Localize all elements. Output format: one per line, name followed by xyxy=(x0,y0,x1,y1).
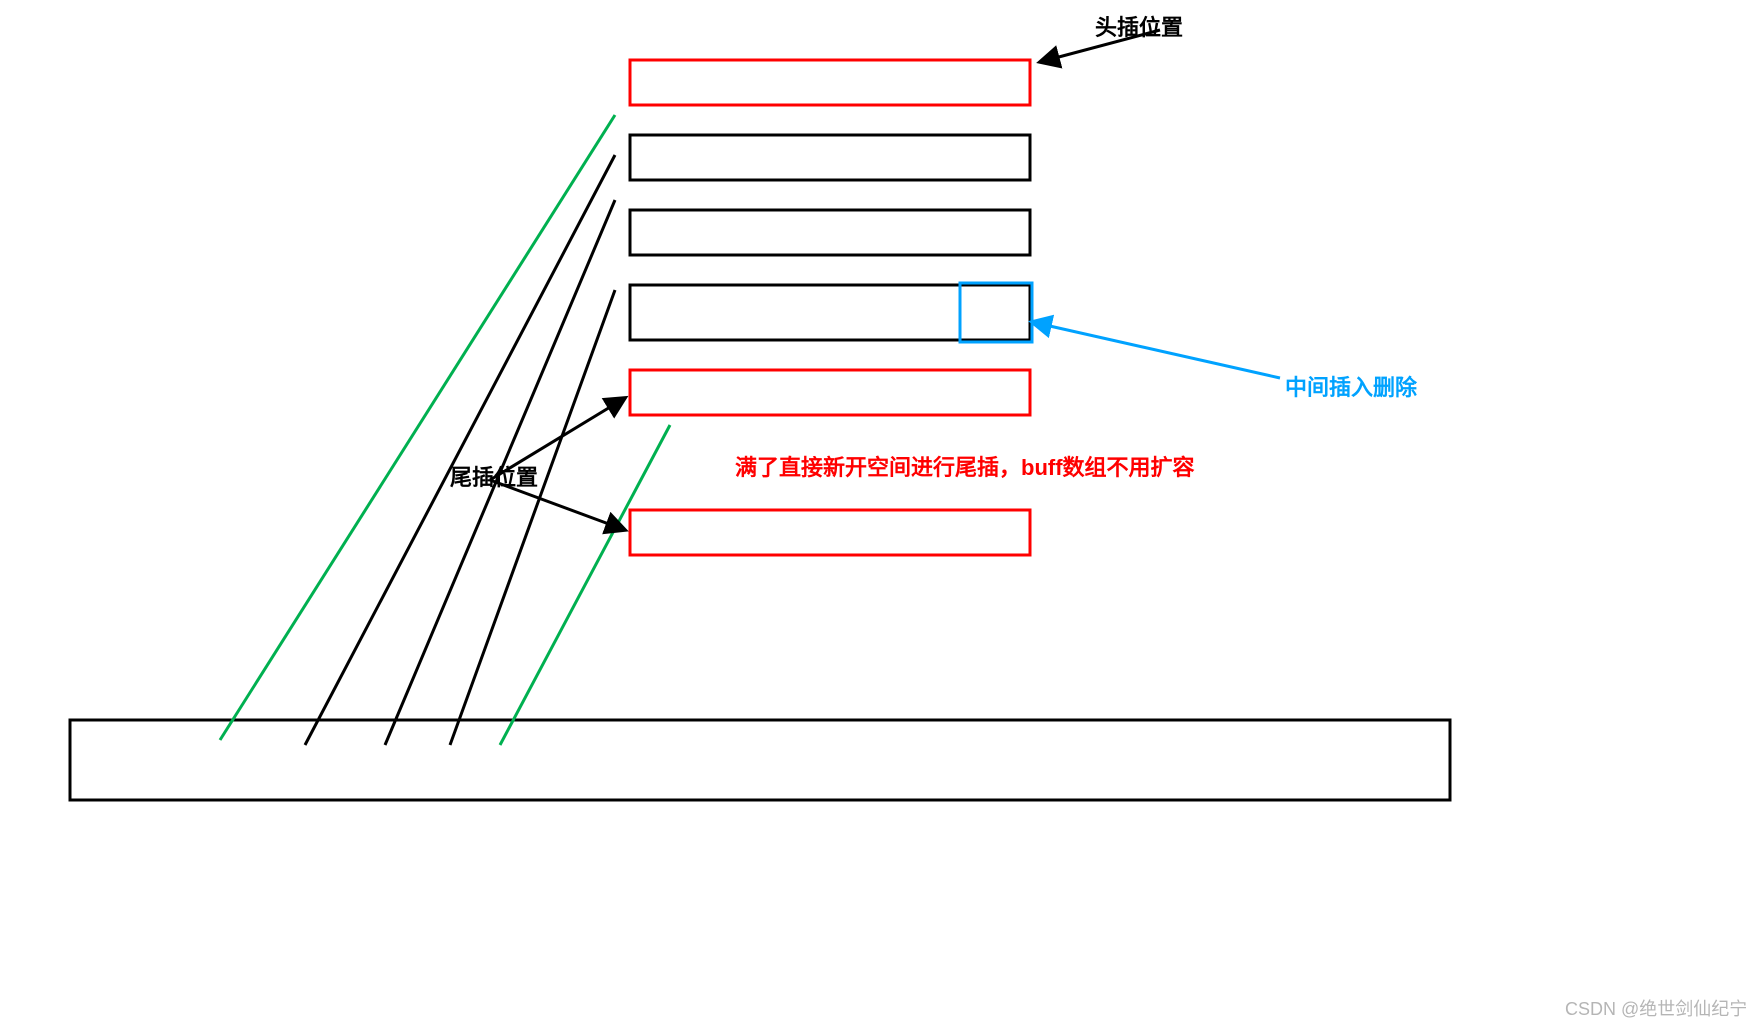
full-note-label: 满了直接新开空间进行尾插，buff数组不用扩容 xyxy=(735,450,1195,482)
watermark-text: CSDN @绝世剑仙纪宁 xyxy=(1565,995,1747,1021)
black-line-0 xyxy=(305,155,615,745)
green-line-0 xyxy=(220,115,615,740)
bottom-bar xyxy=(70,720,1450,800)
row-black-3 xyxy=(630,285,1030,340)
middle-arrow xyxy=(1032,322,1280,378)
row-black-1 xyxy=(630,135,1030,180)
row-black-2 xyxy=(630,210,1030,255)
head-insert-label: 头插位置 xyxy=(1095,10,1183,42)
middle-insert-label: 中间插入删除 xyxy=(1285,370,1417,402)
head-row-red xyxy=(630,60,1030,105)
tail-insert-label: 尾插位置 xyxy=(450,460,538,492)
tail-row-red-1 xyxy=(630,370,1030,415)
diagram-svg xyxy=(0,0,1756,1023)
middle-cell-blue xyxy=(960,283,1032,342)
tail-row-red-2 xyxy=(630,510,1030,555)
